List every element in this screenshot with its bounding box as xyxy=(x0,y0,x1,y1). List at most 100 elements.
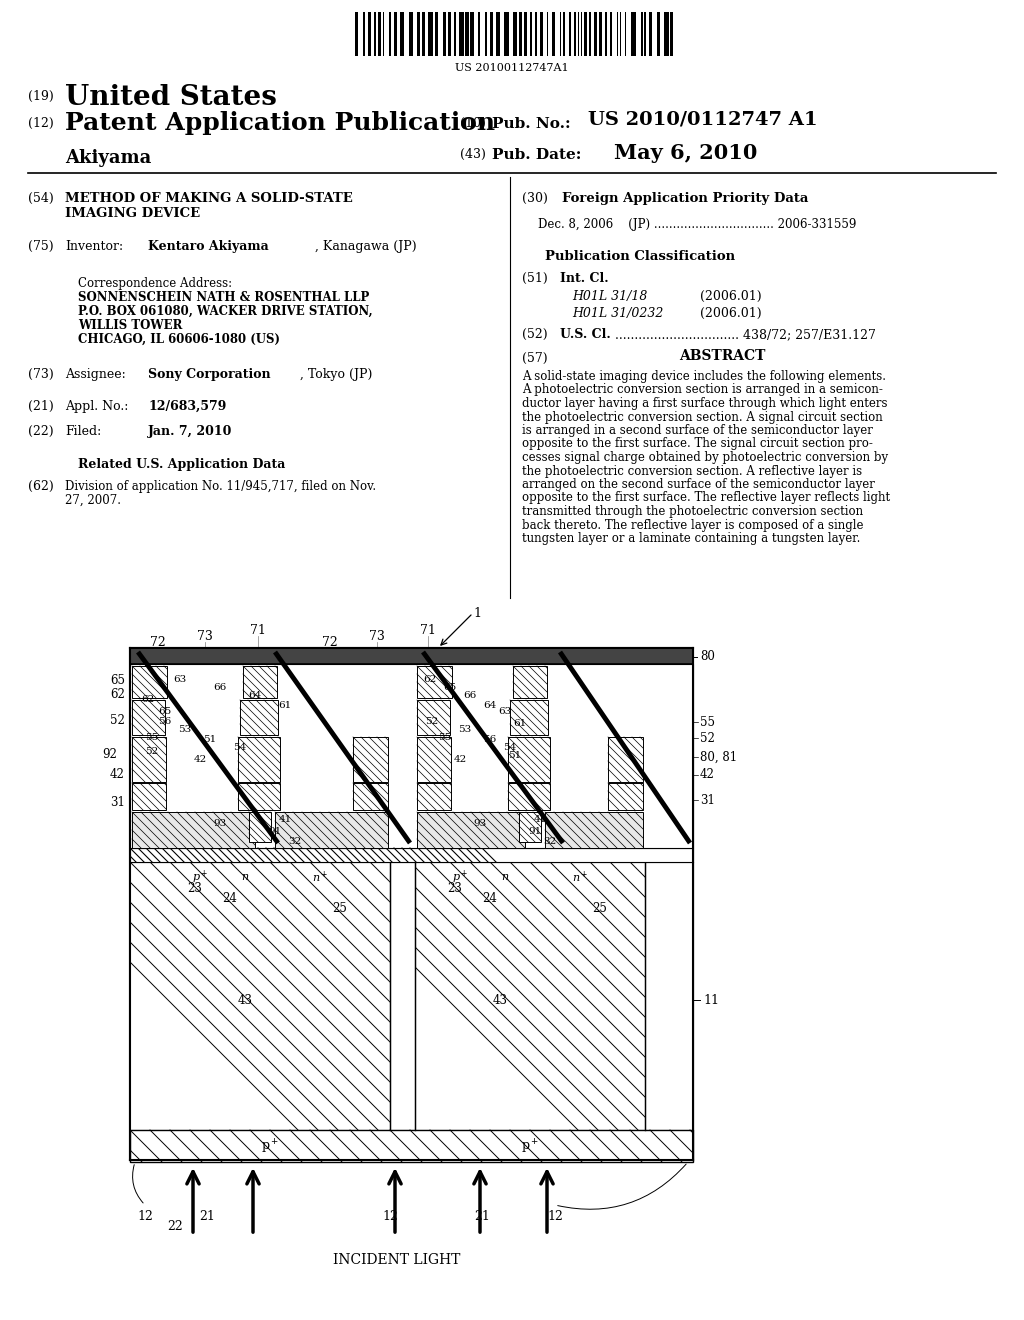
Bar xyxy=(545,812,643,847)
Bar xyxy=(417,783,451,810)
Text: 61: 61 xyxy=(279,701,292,710)
Bar xyxy=(378,12,381,55)
Bar xyxy=(505,12,509,55)
Text: 55: 55 xyxy=(145,733,159,742)
Text: 55: 55 xyxy=(700,715,715,729)
Text: Int. Cl.: Int. Cl. xyxy=(560,272,608,285)
Bar xyxy=(353,783,388,810)
Bar xyxy=(417,12,420,55)
Text: 66: 66 xyxy=(213,684,226,693)
Text: SONNENSCHEIN NATH & ROSENTHAL LLP: SONNENSCHEIN NATH & ROSENTHAL LLP xyxy=(78,290,370,304)
Bar xyxy=(670,12,674,55)
Bar xyxy=(375,12,376,55)
Bar xyxy=(524,12,527,55)
Bar xyxy=(508,783,550,810)
Text: Pub. No.:: Pub. No.: xyxy=(492,117,570,131)
Bar xyxy=(130,1130,693,1162)
Bar xyxy=(132,737,166,781)
Text: 41: 41 xyxy=(279,816,292,825)
Text: (12): (12) xyxy=(28,117,53,129)
Bar xyxy=(428,12,433,55)
Text: is arranged in a second surface of the semiconductor layer: is arranged in a second surface of the s… xyxy=(522,424,872,437)
Bar xyxy=(130,648,693,664)
Bar xyxy=(569,12,571,55)
Text: Patent Application Publication: Patent Application Publication xyxy=(65,111,496,135)
Bar xyxy=(620,12,622,55)
Text: (21): (21) xyxy=(28,400,53,413)
Text: 43: 43 xyxy=(238,994,253,1006)
Text: 41: 41 xyxy=(534,816,547,825)
Text: (10): (10) xyxy=(460,117,485,129)
Text: IMAGING DEVICE: IMAGING DEVICE xyxy=(65,207,200,220)
Bar xyxy=(417,812,525,847)
Text: 12/683,579: 12/683,579 xyxy=(148,400,226,413)
Text: 22: 22 xyxy=(167,1220,183,1233)
Text: (2006.01): (2006.01) xyxy=(700,308,762,319)
Text: n$^+$: n$^+$ xyxy=(571,870,588,884)
Bar xyxy=(132,700,165,735)
Text: Assignee:: Assignee: xyxy=(65,368,126,381)
Text: 63: 63 xyxy=(499,708,512,717)
Text: (2006.01): (2006.01) xyxy=(700,290,762,304)
Text: INCIDENT LIGHT: INCIDENT LIGHT xyxy=(334,1253,461,1267)
Bar xyxy=(616,12,618,55)
Text: 54: 54 xyxy=(504,743,517,752)
Text: 53: 53 xyxy=(178,726,191,734)
Bar xyxy=(578,12,580,55)
Bar xyxy=(238,737,280,781)
Text: opposite to the first surface. The signal circuit section pro-: opposite to the first surface. The signa… xyxy=(522,437,872,450)
Bar xyxy=(625,12,627,55)
Text: METHOD OF MAKING A SOLID-STATE: METHOD OF MAKING A SOLID-STATE xyxy=(65,191,352,205)
Bar xyxy=(536,12,537,55)
Bar xyxy=(552,12,555,55)
Bar xyxy=(417,737,451,781)
Text: 66: 66 xyxy=(464,690,476,700)
Text: 42: 42 xyxy=(194,755,207,764)
Text: 72: 72 xyxy=(323,636,338,649)
Bar xyxy=(513,12,517,55)
Text: 27, 2007.: 27, 2007. xyxy=(65,494,121,507)
Text: 25: 25 xyxy=(593,902,607,915)
Bar xyxy=(470,12,473,55)
Bar xyxy=(130,847,693,862)
Bar xyxy=(249,812,271,842)
Bar xyxy=(275,812,388,847)
Bar xyxy=(390,862,415,1130)
Text: back thereto. The reflective layer is composed of a single: back thereto. The reflective layer is co… xyxy=(522,519,863,532)
Text: 93: 93 xyxy=(473,818,486,828)
Bar xyxy=(581,12,583,55)
Text: 64: 64 xyxy=(249,690,261,700)
Text: US 20100112747A1: US 20100112747A1 xyxy=(456,63,568,73)
Text: , Kanagawa (JP): , Kanagawa (JP) xyxy=(315,240,417,253)
Bar xyxy=(560,12,561,55)
Text: n: n xyxy=(242,873,249,882)
Bar xyxy=(394,12,397,55)
Text: 31: 31 xyxy=(111,796,125,808)
Text: 65: 65 xyxy=(110,673,125,686)
Bar xyxy=(510,700,548,735)
Text: ABSTRACT: ABSTRACT xyxy=(679,348,765,363)
Bar xyxy=(353,737,388,781)
Text: 24: 24 xyxy=(222,891,238,904)
Bar xyxy=(644,12,646,55)
Text: Akiyama: Akiyama xyxy=(65,149,152,168)
Text: Pub. Date:: Pub. Date: xyxy=(492,148,582,162)
Text: p$^+$: p$^+$ xyxy=(452,869,468,886)
Text: arranged on the second surface of the semiconductor layer: arranged on the second surface of the se… xyxy=(522,478,874,491)
Text: ductor layer having a first surface through which light enters: ductor layer having a first surface thro… xyxy=(522,397,888,411)
Text: 55: 55 xyxy=(438,733,452,742)
Bar xyxy=(574,12,575,55)
Text: (62): (62) xyxy=(28,480,53,492)
Bar xyxy=(466,12,469,55)
Text: (19): (19) xyxy=(28,90,53,103)
Text: (54): (54) xyxy=(28,191,53,205)
Text: tungsten layer or a laminate containing a tungsten layer.: tungsten layer or a laminate containing … xyxy=(522,532,860,545)
Text: 62: 62 xyxy=(423,676,436,685)
Bar xyxy=(130,648,693,1160)
Text: opposite to the first surface. The reflective layer reflects light: opposite to the first surface. The refle… xyxy=(522,491,890,504)
Text: 25: 25 xyxy=(333,902,347,915)
Text: Jan. 7, 2010: Jan. 7, 2010 xyxy=(148,425,232,438)
Text: (30): (30) xyxy=(522,191,548,205)
Text: H01L 31/0232: H01L 31/0232 xyxy=(572,308,664,319)
Text: 12: 12 xyxy=(382,1210,398,1224)
